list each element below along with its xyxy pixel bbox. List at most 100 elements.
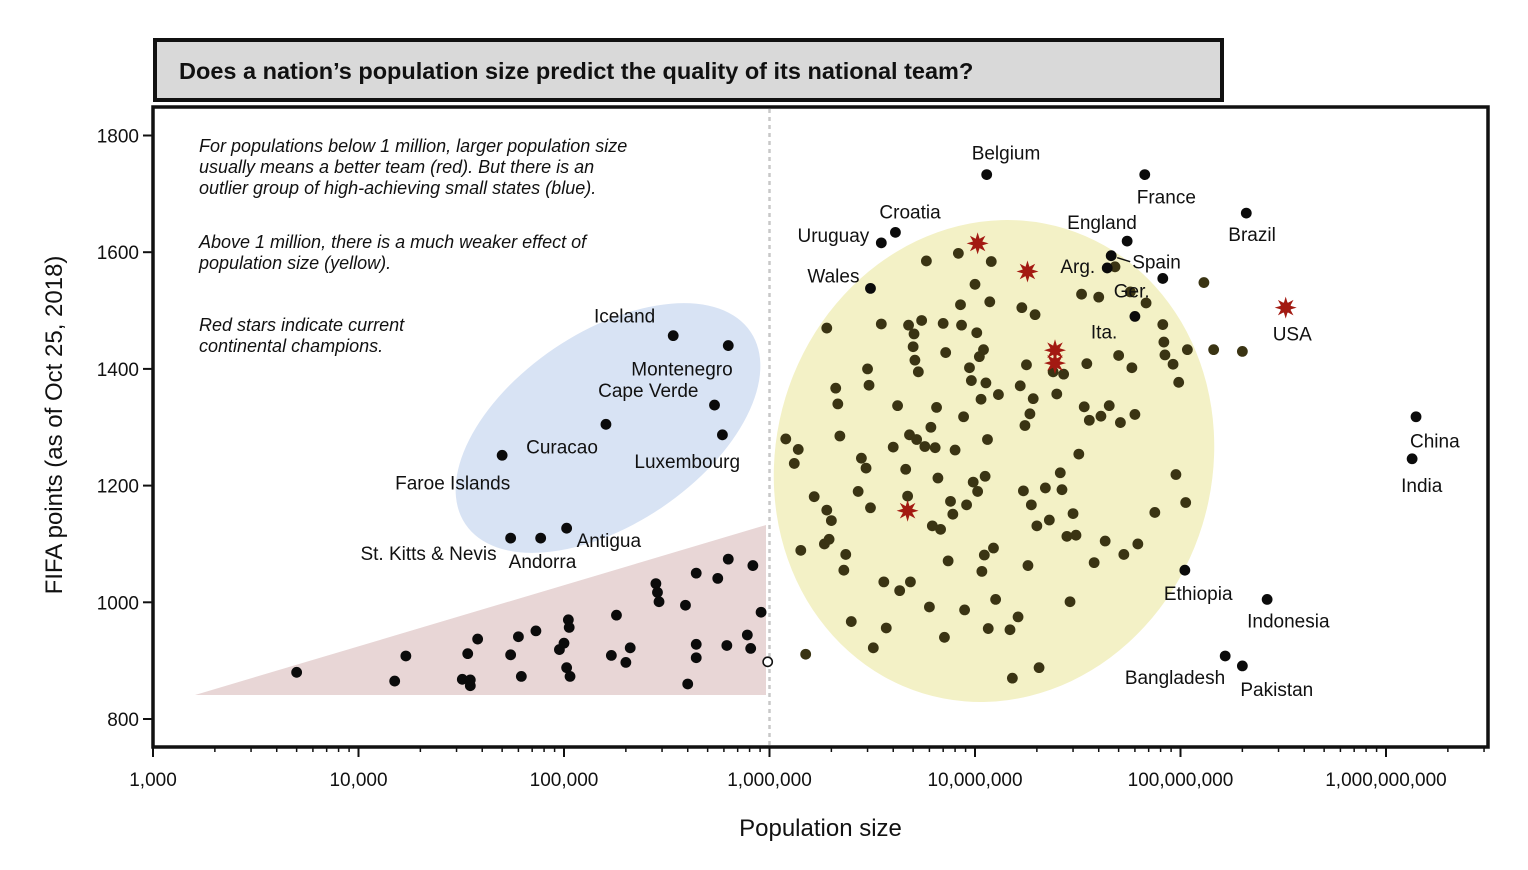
large-state-dot xyxy=(961,499,972,511)
large-state-dot xyxy=(1043,514,1055,526)
axes: 800 1000 1200 1400 1600 1800 1,000 10,000 100,00… xyxy=(41,127,1485,842)
chart-title: Does a nation’s population size predict … xyxy=(179,58,974,84)
large-state-dot xyxy=(1124,286,1136,298)
labeled-country-dot xyxy=(709,399,720,411)
large-state-dot xyxy=(958,411,969,423)
large-state-dot xyxy=(937,317,949,329)
large-state-dot xyxy=(993,389,1004,400)
small-state-dot xyxy=(605,649,617,661)
champion-star xyxy=(966,232,989,255)
point-label-montenegro: Montenegro xyxy=(631,360,732,381)
large-state-dot xyxy=(1081,358,1093,370)
small-state-dot xyxy=(652,586,663,598)
labeled-country-dot xyxy=(535,532,547,544)
small-state-dot xyxy=(561,662,573,674)
large-state-dot xyxy=(1083,414,1095,426)
large-state-dot xyxy=(830,382,842,394)
annotation-champions: Red stars indicate current continental c… xyxy=(199,315,405,356)
large-state-dot xyxy=(1033,662,1045,674)
point-label-iceland: Iceland xyxy=(594,307,655,328)
champion-star xyxy=(896,499,919,522)
champion-star xyxy=(1016,260,1039,283)
large-state-dot xyxy=(1006,672,1018,684)
large-state-dot xyxy=(845,616,857,627)
labeled-country-dot xyxy=(875,237,887,249)
labeled-country-dot xyxy=(981,169,993,180)
large-state-dot xyxy=(935,523,946,535)
small-state-dot xyxy=(515,671,527,682)
x-axis-title: Population size xyxy=(739,815,902,842)
labeled-country-dot xyxy=(1410,411,1422,423)
large-state-dot xyxy=(808,491,820,503)
large-state-dot xyxy=(865,502,876,514)
large-state-dot xyxy=(1115,417,1126,428)
large-state-dot xyxy=(1058,368,1070,380)
x-tick-label: 1,000,000,000 xyxy=(1325,770,1447,791)
large-state-dot xyxy=(1093,291,1105,303)
small-state-dot xyxy=(462,648,474,660)
large-state-dot xyxy=(1149,507,1161,518)
large-state-dot xyxy=(1027,393,1039,405)
small-state-dot xyxy=(712,572,724,584)
x-tick-label: 100,000,000 xyxy=(1128,770,1234,791)
large-state-dot xyxy=(976,565,988,577)
small-state-dot xyxy=(464,674,476,686)
large-state-dot xyxy=(955,299,966,311)
large-state-dot xyxy=(788,458,800,469)
large-state-dot xyxy=(947,508,959,520)
labeled-country-dot xyxy=(667,330,679,342)
large-state-dot xyxy=(1208,344,1220,356)
large-state-dot xyxy=(875,318,887,330)
large-state-dot xyxy=(931,402,942,413)
point-label-ger-: Ger. xyxy=(1114,281,1150,302)
large-state-dot xyxy=(1167,358,1179,370)
labeled-country-dot xyxy=(1236,660,1248,672)
labeled-country-dot xyxy=(1129,310,1141,322)
large-state-dot xyxy=(975,393,987,405)
large-state-dot xyxy=(967,476,979,488)
large-state-dot xyxy=(902,490,914,502)
point-label-curacao: Curacao xyxy=(526,437,598,458)
large-state-dot xyxy=(985,256,997,267)
large-state-dot xyxy=(878,576,890,588)
large-state-dot xyxy=(1019,420,1031,431)
small-state-dot xyxy=(755,606,767,618)
large-state-dot xyxy=(1076,288,1087,300)
large-state-dot xyxy=(1061,530,1073,542)
labeled-country-dot xyxy=(722,340,734,351)
large-state-dot xyxy=(1067,508,1079,520)
x-tick-label: 10,000 xyxy=(329,770,387,791)
labeled-country-dot xyxy=(1406,453,1418,465)
plot-border xyxy=(151,105,1490,749)
small-state-dot xyxy=(611,609,622,621)
large-state-dot xyxy=(912,366,924,378)
large-state-dot xyxy=(978,549,990,561)
spain-leader-line xyxy=(1116,256,1131,263)
labeled-country-dot xyxy=(1157,273,1169,284)
large-state-dot xyxy=(1022,560,1034,571)
small-state-dot xyxy=(472,633,484,645)
large-state-dot xyxy=(956,319,967,331)
large-state-dot xyxy=(792,444,804,455)
large-state-dot xyxy=(1159,349,1171,361)
small-state-dot xyxy=(505,649,517,661)
small-state-dot xyxy=(291,666,303,678)
large-state-dot xyxy=(1039,482,1051,494)
large-state-dot xyxy=(1157,319,1169,330)
large-state-dot xyxy=(1012,611,1024,623)
large-state-dot xyxy=(952,247,964,259)
large-state-dot xyxy=(980,377,992,389)
large-state-dot xyxy=(867,642,879,654)
small-state-dot xyxy=(456,673,468,685)
point-label-bangladesh: Bangladesh xyxy=(1125,668,1225,689)
large-state-dot xyxy=(1103,400,1115,412)
labeled-country-dot xyxy=(1219,650,1231,662)
large-state-dot xyxy=(1029,309,1041,321)
large-state-dot xyxy=(1056,484,1068,496)
y-tick-label: 1600 xyxy=(97,243,139,264)
small-state-dot xyxy=(530,625,542,637)
large-state-dot xyxy=(1064,596,1076,608)
point-label-uruguay: Uruguay xyxy=(797,226,869,247)
large-state-dot xyxy=(940,347,952,358)
